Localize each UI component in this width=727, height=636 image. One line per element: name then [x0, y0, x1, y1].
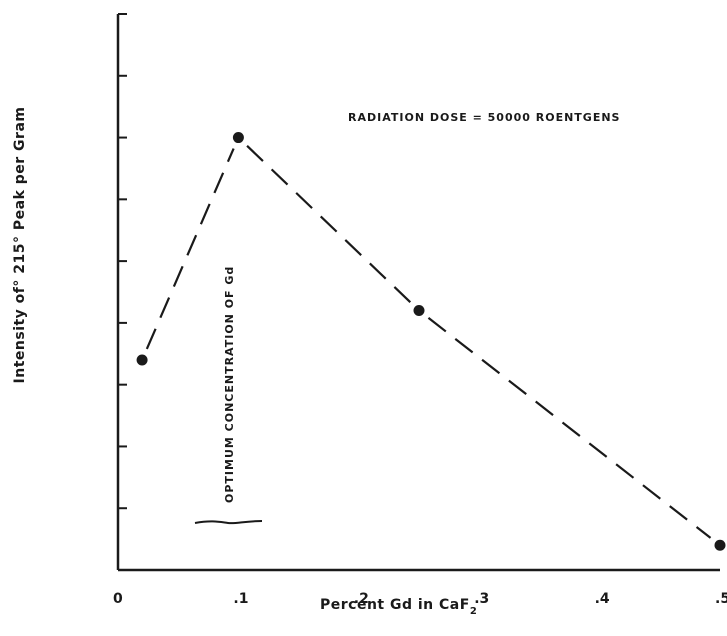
x-tick-label: .5: [715, 591, 727, 607]
x-tick-label: .4: [595, 591, 610, 607]
y-axis-title: Intensity of° 215° Peak per Gram: [12, 107, 28, 384]
x-tick-label: .3: [474, 591, 489, 607]
y-ticks: [118, 13, 127, 510]
x-tick-label: .1: [233, 591, 248, 607]
data-point: [714, 539, 726, 551]
series-line-segment: [246, 145, 412, 304]
x-axis-title-subscript: 2: [470, 606, 477, 617]
data-point: [136, 354, 148, 366]
radiation-dose-annotation: RADIATION DOSE = 50000 ROENTGENS: [348, 111, 620, 124]
x-axis-title-main: Percent Gd in CaF: [320, 597, 470, 613]
data-point: [232, 132, 244, 144]
optimum-concentration-brace: [194, 520, 263, 525]
series-line-segment: [145, 148, 235, 350]
x-tick-label: 0: [113, 591, 123, 607]
series-line-segment: [427, 317, 712, 539]
data-point: [413, 305, 425, 317]
axes: [116, 14, 720, 572]
optimum-concentration-marker: OPTIMUM CONCENTRATION OF Gd: [194, 266, 263, 525]
x-tick-labels: 0 .1 .2 .3 .4 .5: [113, 591, 727, 607]
x-tick-label: .2: [354, 591, 369, 607]
x-axis-title: Percent Gd in CaF2: [320, 597, 477, 617]
series-layer: [136, 132, 726, 551]
optimum-concentration-label: OPTIMUM CONCENTRATION OF Gd: [223, 266, 236, 503]
